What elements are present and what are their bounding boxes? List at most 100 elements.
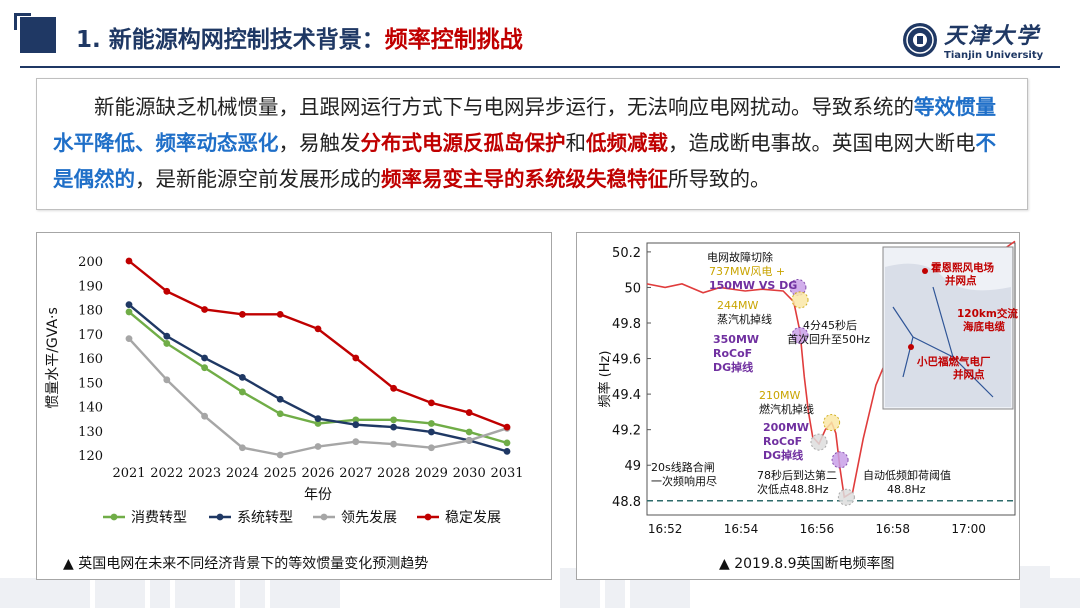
annotation-e5b: RoCoF — [763, 435, 802, 448]
data-point — [314, 415, 322, 423]
y-tick-label: 170 — [78, 328, 103, 343]
event-marker — [831, 451, 849, 469]
page-title: 1. 新能源构网控制技术背景：频率控制挑战 — [76, 20, 523, 54]
y-tick-label: 130 — [78, 425, 103, 440]
university-logo: 天津大学 Tianjin University — [902, 20, 1062, 64]
data-point — [503, 439, 511, 447]
event-marker — [823, 414, 841, 432]
annotation-e5c: DG掉线 — [763, 448, 803, 462]
x-tick-label: 2022 — [150, 466, 183, 481]
title-highlight: 频率控制挑战 — [384, 27, 523, 53]
annotation-e9: 4分45秒后 — [803, 318, 857, 332]
annotation-e5: 200MW — [763, 421, 809, 434]
data-point — [428, 444, 435, 452]
title-prefix: 1. 新能源构网控制技术背景： — [76, 27, 385, 53]
x-tick-label: 2028 — [377, 466, 410, 481]
plot-frame — [646, 242, 1016, 516]
x-tick-label: 17:00 — [951, 522, 986, 536]
data-point — [239, 310, 246, 318]
inertia-chart-caption: ▲ 英国电网在未来不同经济背景下的等效惯量变化预测趋势 — [63, 556, 429, 572]
university-seal-icon — [903, 23, 937, 57]
y-tick-label: 50 — [624, 281, 641, 296]
annotation-e1b: 150MW VS DG — [709, 279, 797, 292]
event-marker — [810, 433, 828, 451]
x-tick-label: 2027 — [339, 466, 372, 481]
y-tick-label: 49 — [624, 459, 641, 474]
legend-label: 消费转型 — [131, 510, 187, 526]
legend-swatch-marker — [424, 513, 432, 521]
x-tick-label: 2026 — [301, 466, 334, 481]
data-point — [428, 399, 435, 407]
header-square-decoration — [20, 17, 56, 53]
annotation-fault: 电网故障切除 — [707, 250, 773, 264]
y-tick-label: 49.4 — [612, 388, 641, 403]
legend-swatch-marker — [216, 513, 224, 521]
map-label-m3: 小巴福燃气电厂 — [916, 355, 991, 368]
logo-chinese-name: 天津大学 — [944, 23, 1041, 49]
data-point — [125, 301, 133, 309]
data-point — [201, 412, 209, 420]
data-point — [503, 423, 511, 431]
legend-swatch-marker — [110, 513, 118, 521]
annotation-e3c: DG掉线 — [713, 360, 753, 374]
data-point — [125, 308, 133, 316]
y-tick-label: 48.8 — [612, 495, 641, 510]
data-point — [201, 354, 209, 362]
data-point — [276, 395, 284, 403]
frequency-chart-panel: 48.8 49 49.2 49.4 49.6 49.8 50 50.2 16:52 16:54 16… — [576, 232, 1062, 580]
map-pin-2 — [908, 344, 914, 350]
data-point — [201, 306, 209, 313]
x-tick-label: 2029 — [415, 466, 448, 481]
intro-paragraph: 新能源缺乏机械惯量，且跟网运行方式下与电网异步运行，无法响应电网扰动。导致系统的… — [53, 95, 996, 191]
data-point — [352, 416, 360, 424]
y-tick-label: 180 — [78, 304, 103, 319]
data-point — [314, 443, 322, 450]
data-point — [276, 451, 284, 459]
annotation-e3: 350MW — [713, 333, 759, 346]
map-grid-lines — [892, 286, 994, 398]
y-tick-label: 190 — [78, 279, 103, 294]
data-point — [125, 335, 133, 342]
event-marker — [791, 326, 809, 344]
y-tick-label: 160 — [78, 352, 103, 367]
annotation-e3b: RoCoF — [713, 347, 752, 360]
y-tick-label: 120 — [78, 449, 103, 464]
x-tick-label: 2025 — [264, 466, 297, 481]
data-point — [314, 420, 322, 427]
data-point — [352, 421, 360, 429]
data-point — [465, 437, 473, 444]
x-tick-label: 2021 — [112, 466, 145, 481]
data-point — [428, 420, 435, 427]
x-tick-label: 2030 — [453, 466, 486, 481]
y-tick-label: 49.6 — [612, 353, 641, 368]
event-marker — [791, 291, 809, 309]
data-point — [314, 325, 322, 333]
y-tick-label: 50.2 — [612, 246, 641, 261]
map-label-m1b: 并网点 — [945, 274, 977, 287]
header-corner-decoration — [14, 13, 31, 30]
map-label-m2b: 海底电缆 — [963, 320, 1005, 333]
y-axis-label: 惯量水平/GVA·s — [44, 307, 61, 409]
header-divider — [20, 66, 1060, 68]
annotation-e6: 20s线路合闸 — [651, 460, 715, 474]
y-tick-label: 49.8 — [612, 317, 641, 332]
legend-swatch-marker — [320, 513, 328, 521]
x-tick-label: 16:58 — [875, 522, 910, 536]
legend-label: 系统转型 — [237, 510, 293, 526]
y-tick-label: 140 — [78, 401, 103, 416]
data-point — [163, 332, 171, 340]
annotation-e4: 210MW — [759, 389, 800, 402]
x-tick-label: 16:56 — [800, 522, 835, 536]
logo-english-name: Tianjin University — [944, 50, 1044, 61]
data-point — [163, 340, 171, 347]
y-tick-label: 150 — [78, 376, 103, 391]
data-point — [390, 384, 397, 392]
map-label-m3b: 并网点 — [953, 368, 985, 381]
data-point — [428, 428, 435, 436]
annotation-e2b: 蒸汽机掉线 — [717, 312, 772, 326]
data-point — [276, 410, 284, 418]
map-land — [885, 263, 1011, 407]
series-line-3 — [128, 260, 508, 429]
data-point — [352, 438, 360, 446]
data-point — [239, 444, 246, 452]
